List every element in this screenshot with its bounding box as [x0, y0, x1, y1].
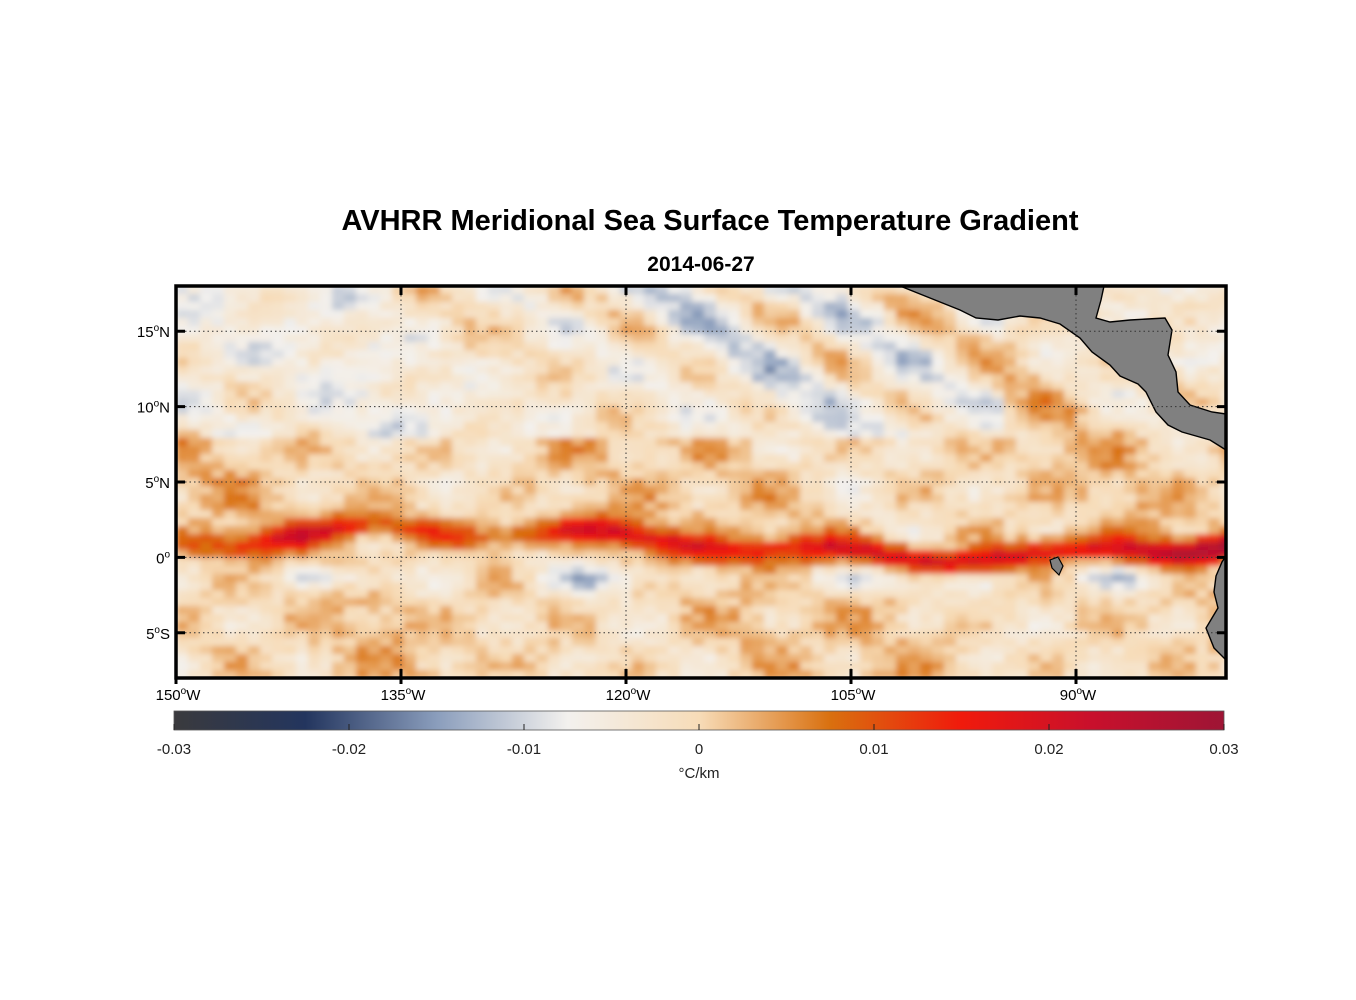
- x-tick-number: 150: [156, 687, 181, 704]
- x-tick-number: 120: [606, 687, 631, 704]
- y-tick-label: 5oN: [145, 474, 170, 492]
- x-tick-number: 90: [1060, 687, 1077, 704]
- x-tick-label: 90oW: [1060, 686, 1097, 704]
- central-america-land: [899, 286, 1226, 451]
- longitude-labels: 150oW 135oW 120oW 105oW 90oW: [156, 686, 1097, 704]
- y-tick-number: 5: [146, 626, 154, 643]
- colorbar-tick-label: -0.02: [332, 741, 366, 758]
- colorbar-tick-label: 0: [695, 741, 703, 758]
- chart-subtitle: 2014-06-27: [647, 253, 755, 276]
- y-tick-degree: o: [154, 625, 160, 636]
- x-tick-hemisphere: W: [1082, 687, 1097, 704]
- colorbar-tick-label: -0.01: [507, 741, 541, 758]
- y-tick-degree: o: [154, 323, 160, 334]
- y-tick-degree: o: [164, 549, 170, 560]
- y-tick-number: 15: [137, 324, 154, 341]
- x-tick-degree: o: [856, 686, 862, 697]
- x-tick-number: 135: [381, 687, 406, 704]
- x-tick-degree: o: [1076, 686, 1082, 697]
- sst-gradient-field: [176, 286, 1226, 678]
- x-tick-hemisphere: W: [636, 687, 651, 704]
- y-tick-hemisphere: N: [159, 400, 170, 417]
- x-tick-label: 150oW: [156, 686, 202, 704]
- x-tick-hemisphere: W: [411, 687, 426, 704]
- y-tick-hemisphere: S: [160, 626, 170, 643]
- x-tick-label: 120oW: [606, 686, 652, 704]
- x-tick-degree: o: [181, 686, 187, 697]
- galapagos-islands: [1049, 556, 1064, 577]
- colorbar: -0.03 -0.02 -0.01 0 0.01 0.02 0.03 °C/km: [157, 710, 1239, 782]
- y-tick-degree: o: [154, 474, 160, 485]
- y-tick-number: 5: [145, 475, 153, 492]
- colorbar-unit-label: °C/km: [679, 765, 720, 782]
- y-tick-label: 15oN: [137, 323, 170, 341]
- x-tick-label: 105oW: [831, 686, 877, 704]
- y-tick-hemisphere: N: [159, 324, 170, 341]
- x-tick-number: 105: [831, 687, 856, 704]
- colorbar-tick-label: 0.02: [1034, 741, 1063, 758]
- map-frame: [174, 284, 1228, 680]
- colorbar-tick-label: -0.03: [157, 741, 191, 758]
- colorbar-tick-label: 0.03: [1209, 741, 1238, 758]
- colorbar-tick-label: 0.01: [859, 741, 888, 758]
- chart-title: AVHRR Meridional Sea Surface Temperature…: [341, 205, 1079, 237]
- y-tick-label: 10oN: [137, 399, 170, 417]
- colorbar-ticks: -0.03 -0.02 -0.01 0 0.01 0.02 0.03: [157, 724, 1239, 758]
- y-tick-label: 5oS: [146, 625, 170, 643]
- y-tick-number: 10: [137, 400, 154, 417]
- x-tick-hemisphere: W: [186, 687, 201, 704]
- y-tick-hemisphere: N: [159, 475, 170, 492]
- x-tick-label: 135oW: [381, 686, 427, 704]
- x-tick-degree: o: [406, 686, 412, 697]
- x-tick-degree: o: [631, 686, 637, 697]
- x-tick-hemisphere: W: [861, 687, 876, 704]
- y-tick-label: 0o: [156, 549, 170, 567]
- y-tick-degree: o: [154, 399, 160, 410]
- y-tick-number: 0: [156, 550, 164, 567]
